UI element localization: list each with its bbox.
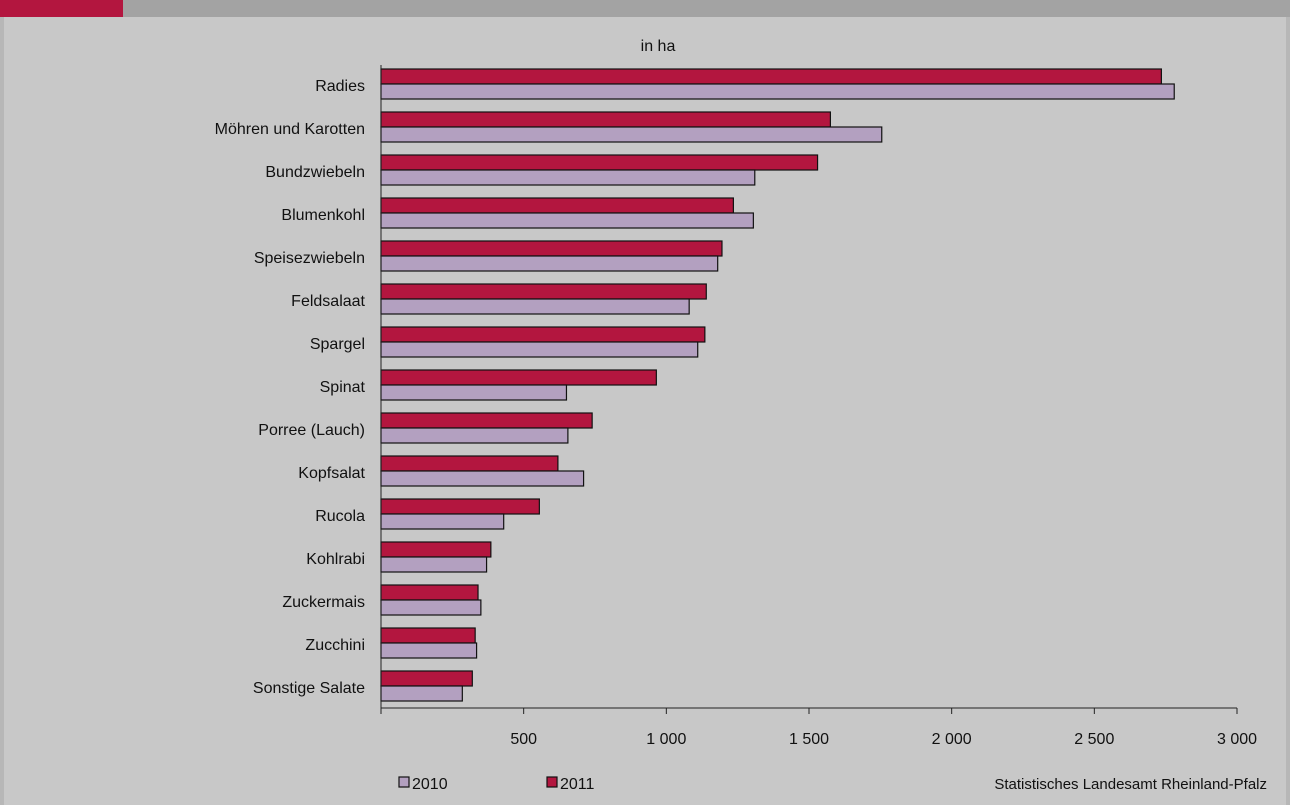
- category-labels: Radies Möhren und Karotten Bundzwiebeln Blu…: [215, 78, 366, 697]
- category-label-radies: Radies: [315, 78, 365, 95]
- bar-2011-spargel: [380, 326, 706, 343]
- bar-2010-spargel: [380, 341, 699, 358]
- bar-2010-kohlrabi: [380, 556, 488, 573]
- category-label-kohlrabi: Kohlrabi: [306, 551, 365, 568]
- category-label-zucchini: Zucchini: [305, 637, 365, 654]
- bar-2010-spinat: [380, 384, 568, 401]
- bar-2011-blumenkohl: [380, 197, 734, 214]
- bar-2010-sonstige-salate: [380, 685, 463, 702]
- legend-label-2011: 2011: [560, 776, 595, 793]
- category-label-spinat: Spinat: [320, 379, 366, 396]
- bar-2011-spinat: [380, 369, 657, 386]
- category-label-porree-lauch: Porree (Lauch): [258, 422, 365, 439]
- bars-layer: [380, 68, 1175, 702]
- bar-2011-radies: [380, 68, 1162, 85]
- bar-2010-blumenkohl: [380, 212, 754, 229]
- bar-2011-porree-lauch: [380, 412, 593, 429]
- category-label-speisezwiebeln: Speisezwiebeln: [254, 250, 365, 267]
- bar-2010-radies: [380, 83, 1175, 100]
- x-tick-label-2000: 2 000: [932, 731, 972, 748]
- legend-swatch-2010: [398, 776, 410, 788]
- top-strip: [0, 0, 1290, 17]
- category-label-feldsalaat: Feldsalaat: [291, 293, 365, 310]
- category-label-kopfsalat: Kopfsalat: [298, 465, 365, 482]
- bar-2011-möhren-und-karotten: [380, 111, 831, 128]
- bar-2010-zuckermais: [380, 599, 482, 616]
- bar-2010-feldsalaat: [380, 298, 690, 315]
- category-label-zuckermais: Zuckermais: [282, 594, 365, 611]
- x-tick-label-1500: 1 500: [789, 731, 829, 748]
- category-label-rucola: Rucola: [315, 508, 365, 525]
- bar-2011-feldsalaat: [380, 283, 707, 300]
- category-label-bundzwiebeln: Bundzwiebeln: [265, 164, 365, 181]
- bar-2011-sonstige-salate: [380, 670, 473, 687]
- unit-label: in ha: [641, 38, 676, 55]
- x-tick-label-3000: 3 000: [1217, 731, 1257, 748]
- bar-2011-kohlrabi: [380, 541, 492, 558]
- legend: 2010 2011: [398, 776, 595, 793]
- category-label-sonstige-salate: Sonstige Salate: [253, 680, 365, 697]
- bar-2010-kopfsalat: [380, 470, 585, 487]
- bar-2010-zucchini: [380, 642, 478, 659]
- bar-2011-bundzwiebeln: [380, 154, 819, 171]
- bar-2010-porree-lauch: [380, 427, 569, 444]
- bar-2011-zucchini: [380, 627, 476, 644]
- x-axis: 500 1 000 1 500 2 000 2 500 3 000: [380, 65, 1257, 748]
- bar-2011-rucola: [380, 498, 540, 515]
- bar-2011-zuckermais: [380, 584, 479, 601]
- category-label-möhren-und-karotten: Möhren und Karotten: [215, 121, 365, 138]
- legend-label-2010: 2010: [412, 776, 448, 793]
- x-tick-label-1000: 1 000: [646, 731, 686, 748]
- category-label-blumenkohl: Blumenkohl: [281, 207, 365, 224]
- top-accent-block: [0, 0, 123, 17]
- source-note: Statistisches Landesamt Rheinland-Pfalz: [994, 776, 1267, 793]
- bar-2010-speisezwiebeln: [380, 255, 719, 272]
- bar-2010-rucola: [380, 513, 505, 530]
- bar-2011-kopfsalat: [380, 455, 559, 472]
- bar-2010-möhren-und-karotten: [380, 126, 883, 143]
- x-tick-label-500: 500: [510, 731, 537, 748]
- bar-2011-speisezwiebeln: [380, 240, 723, 257]
- left-edge: [0, 17, 4, 805]
- right-edge: [1286, 17, 1290, 805]
- legend-swatch-2011: [546, 776, 558, 788]
- x-tick-label-2500: 2 500: [1074, 731, 1114, 748]
- bar-2010-bundzwiebeln: [380, 169, 756, 186]
- category-label-spargel: Spargel: [310, 336, 365, 353]
